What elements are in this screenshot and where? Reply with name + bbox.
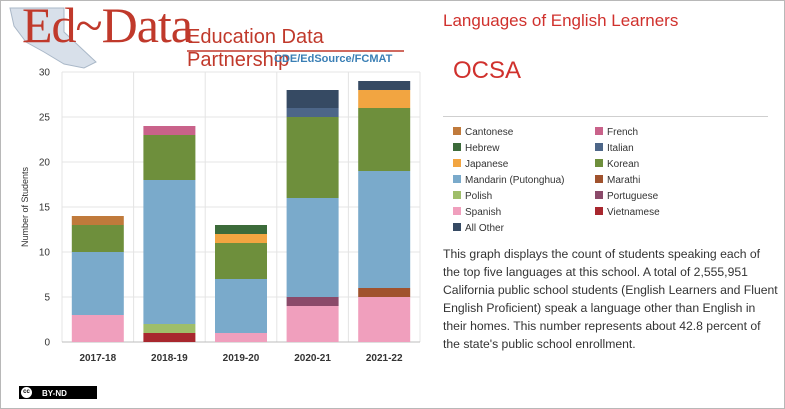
legend-item[interactable]: Polish (453, 190, 492, 204)
bar-segment (143, 135, 196, 180)
bar-segment (71, 252, 124, 315)
legend-swatch (453, 143, 461, 152)
stacked-bar-chart: 0 5 10 15 20 25 30 2017-18 2018-19 2019-20 2020-21… (20, 68, 421, 364)
cc-license-badge[interactable]: cc BY-ND (19, 386, 97, 399)
legend-item[interactable]: Spanish (453, 206, 501, 220)
bar-segment (71, 225, 124, 252)
bar-segment (358, 171, 411, 288)
school-name: OCSA (453, 57, 522, 84)
bar-segment (358, 288, 411, 297)
legend-swatch (453, 127, 461, 136)
chart-description: This graph displays the count of student… (443, 247, 778, 351)
cc-icon: cc (21, 387, 32, 398)
x-tick-label: 2020-21 (294, 353, 331, 364)
legend-swatch (453, 159, 461, 168)
legend-swatch (595, 175, 603, 184)
bar-segment (143, 333, 196, 342)
bar-segment (286, 306, 339, 342)
bar-segment (71, 315, 124, 342)
california-map-icon (9, 7, 97, 69)
bar-segment (358, 81, 411, 90)
legend-item[interactable]: All Other (453, 222, 504, 236)
legend-item[interactable]: Cantonese (453, 126, 513, 140)
legend-item[interactable]: Korean (595, 158, 639, 172)
divider (443, 116, 768, 117)
logo-subline: CDE/EdSource/FCMAT (274, 53, 393, 65)
y-tick-label: 15 (39, 203, 51, 214)
bar-segment (143, 180, 196, 324)
legend-item[interactable]: Portuguese (595, 190, 658, 204)
y-tick-label: 5 (44, 293, 50, 304)
y-tick-label: 10 (39, 248, 51, 259)
legend-label: Vietnamese (607, 207, 660, 218)
legend-swatch (453, 175, 461, 184)
bar-segment (358, 108, 411, 171)
legend-item[interactable]: Hebrew (453, 142, 499, 156)
license-label: BY-ND (42, 389, 67, 398)
legend-item[interactable]: French (595, 126, 638, 140)
legend-label: Polish (465, 191, 493, 202)
bar-segment (358, 297, 411, 342)
legend-label: Japanese (465, 159, 509, 170)
bar-segment (286, 117, 339, 198)
legend-swatch (595, 143, 603, 152)
bar-segment (71, 216, 124, 225)
y-tick-label: 30 (39, 68, 51, 79)
chart-title: Languages of English Learners (443, 11, 679, 30)
legend-label: Marathi (607, 175, 641, 186)
bar-segment (358, 90, 411, 108)
legend-item[interactable]: Mandarin (Putonghua) (453, 174, 565, 188)
legend-label: Korean (607, 159, 640, 170)
y-tick-label: 20 (39, 158, 51, 169)
y-tick-label: 0 (44, 338, 50, 349)
bar-segment (215, 225, 267, 234)
bar-segment (143, 324, 196, 333)
bar-segment (286, 297, 339, 306)
bar-segment (215, 243, 267, 279)
legend-swatch (595, 127, 603, 136)
x-tick-label: 2018-19 (151, 353, 188, 364)
legend-label: Hebrew (465, 143, 500, 154)
bar-segment (286, 90, 339, 108)
legend-label: Cantonese (465, 127, 514, 138)
legend-swatch (453, 207, 461, 216)
legend-swatch (453, 223, 461, 232)
bar-segment (143, 126, 196, 135)
legend-swatch (595, 207, 603, 216)
bar-segment (215, 279, 267, 333)
bar-segment (286, 108, 339, 117)
x-tick-label: 2019-20 (223, 353, 260, 364)
legend-item[interactable]: Italian (595, 142, 634, 156)
bar-segment (286, 198, 339, 297)
legend-label: Mandarin (Putonghua) (465, 175, 565, 186)
legend-label: All Other (465, 223, 504, 234)
x-tick-label: 2017-18 (79, 353, 116, 364)
legend-label: Portuguese (607, 191, 659, 202)
logo-brand: Ed~Data (22, 0, 193, 53)
logo-tagline: Education Data Partnership (187, 26, 324, 71)
legend-label: Italian (607, 143, 634, 154)
x-tick-label: 2021-22 (366, 353, 403, 364)
y-axis-label: Number of Students (20, 166, 30, 247)
legend-item[interactable]: Vietnamese (595, 206, 660, 220)
y-tick-label: 25 (39, 113, 51, 124)
legend-label: Spanish (465, 207, 502, 218)
bar-segment (215, 333, 267, 342)
bar-segment (215, 234, 267, 243)
legend-swatch (453, 191, 461, 200)
legend-swatch (595, 191, 603, 200)
legend-swatch (595, 159, 603, 168)
legend-item[interactable]: Marathi (595, 174, 640, 188)
legend-label: French (607, 127, 639, 138)
legend-item[interactable]: Japanese (453, 158, 508, 172)
